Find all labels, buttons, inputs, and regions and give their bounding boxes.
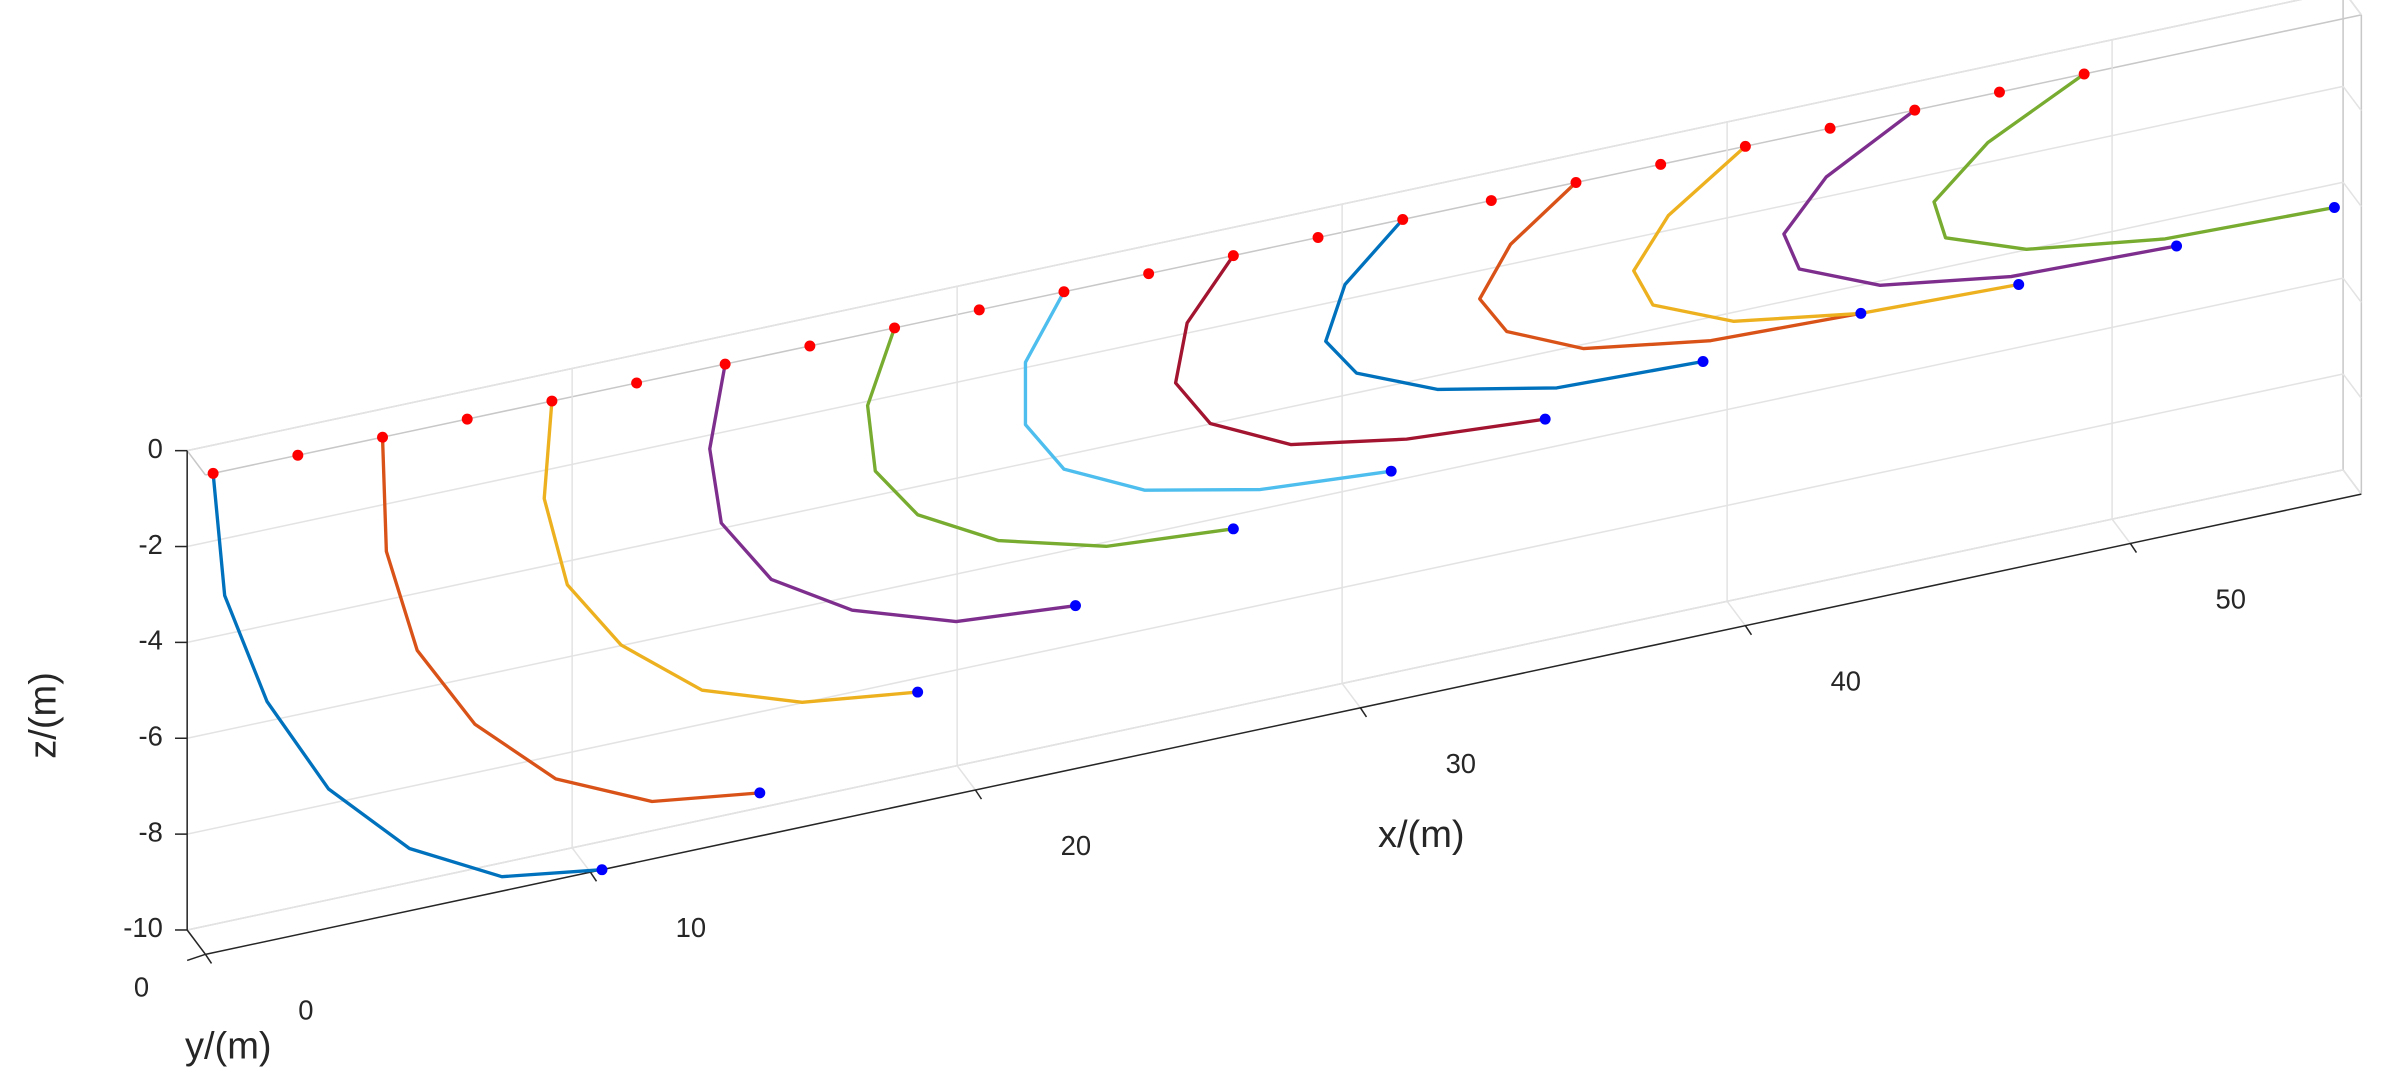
marker — [2013, 279, 2025, 290]
y-axis-label: y/(m) — [185, 1026, 272, 1068]
grid-line — [187, 277, 2344, 739]
marker — [719, 358, 731, 370]
marker — [1485, 195, 1497, 207]
curve — [865, 327, 1234, 549]
x-tick-mark — [974, 789, 983, 800]
marker — [1855, 307, 1867, 319]
grid-line — [2342, 85, 2362, 112]
marker — [596, 864, 608, 876]
marker — [1655, 158, 1667, 170]
grid-line — [2342, 277, 2362, 303]
x-tick-label: 50 — [2216, 584, 2246, 615]
marker — [754, 787, 766, 799]
marker — [1058, 286, 1070, 298]
marker — [2171, 240, 2183, 252]
x-tick-label: 0 — [298, 994, 313, 1025]
grid-line — [2342, 181, 2362, 208]
curve — [542, 400, 918, 705]
marker — [1570, 176, 1582, 188]
marker — [1397, 213, 1409, 225]
marker — [973, 304, 985, 316]
marker — [912, 686, 924, 698]
x-tick-mark — [589, 871, 598, 882]
curve — [1478, 181, 1862, 351]
marker — [1312, 232, 1324, 244]
z-axis-label: z/(m) — [23, 672, 65, 759]
curve — [1023, 290, 1392, 492]
x-tick-label: 40 — [1831, 666, 1861, 697]
curve — [708, 363, 1076, 624]
marker — [207, 467, 219, 479]
grid-line — [187, 469, 2344, 931]
x-tick-mark — [204, 953, 213, 964]
grid-line — [187, 373, 2344, 835]
marker — [1824, 122, 1836, 134]
marker — [1385, 465, 1397, 477]
x-tick-label: 20 — [1061, 830, 1091, 861]
x-tick-label: 10 — [676, 912, 706, 943]
marker — [461, 413, 473, 425]
grid-line — [1341, 683, 1361, 709]
marker — [2328, 202, 2340, 214]
marker — [292, 449, 304, 461]
y-tick-label: 0 — [134, 972, 149, 1003]
marker — [631, 377, 643, 389]
z-tick-label: -2 — [138, 529, 162, 560]
x-axis-label: x/(m) — [1378, 814, 1465, 856]
grid-line — [2349, 0, 2362, 16]
marker — [1909, 104, 1921, 116]
z-tick-label: -8 — [138, 816, 162, 847]
marker — [1739, 140, 1751, 152]
grid: 0 10 20 30 40 50 -10 -8 -6 -4 -2 0 0 — [123, 0, 2363, 1025]
marker — [1227, 250, 1239, 262]
x-tick-label: 30 — [1446, 748, 1476, 779]
marker — [1143, 268, 1155, 280]
z-tick-label: 0 — [148, 433, 163, 464]
curve — [1932, 72, 2335, 251]
y-tick-mark — [186, 953, 206, 962]
x-tick-mark — [1359, 707, 1368, 718]
marker — [804, 340, 816, 352]
marker — [1227, 523, 1239, 535]
x-tick-mark — [2129, 543, 2138, 554]
marker — [546, 395, 558, 407]
marker — [889, 322, 901, 334]
curve — [380, 437, 760, 804]
plot-area — [207, 68, 2340, 879]
marker — [1070, 600, 1081, 612]
marker — [1539, 413, 1551, 425]
z-tick-label: -6 — [138, 720, 162, 751]
grid-line — [1726, 600, 1746, 627]
marker — [1993, 86, 2005, 98]
grid-line — [956, 765, 977, 791]
x-axis-line — [205, 493, 2362, 956]
marker — [2078, 68, 2090, 80]
z-tick-label: -10 — [123, 912, 163, 943]
curve — [1324, 218, 1704, 392]
z-tick-label: -4 — [138, 625, 162, 656]
curve — [1782, 108, 2177, 287]
x-tick-mark — [1744, 625, 1753, 636]
y-axis-line — [186, 929, 207, 955]
grid-line — [571, 847, 592, 873]
curve — [1173, 254, 1546, 447]
grid-line — [2342, 469, 2362, 495]
grid-line — [2342, 373, 2362, 399]
marker — [1697, 355, 1709, 367]
grid-line — [187, 181, 2344, 644]
grid-line — [187, 0, 2303, 452]
marker — [377, 431, 388, 443]
curve — [211, 473, 603, 879]
grid-line — [2111, 518, 2131, 544]
box-edge — [186, 450, 207, 476]
